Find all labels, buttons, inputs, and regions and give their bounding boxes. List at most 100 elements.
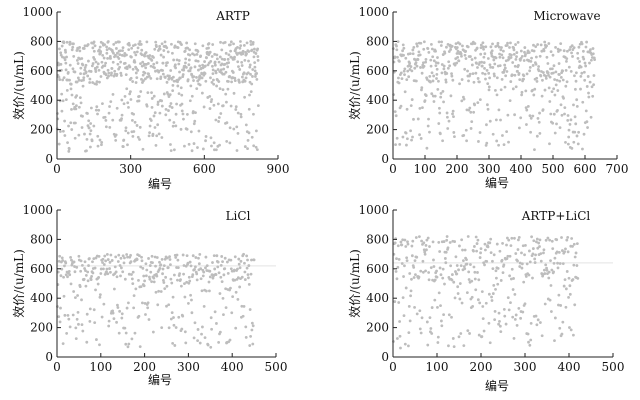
data-point	[208, 289, 211, 293]
data-point	[477, 140, 480, 143]
data-point	[150, 58, 154, 62]
data-point	[135, 76, 139, 80]
data-point	[176, 80, 179, 84]
data-point	[533, 257, 537, 261]
data-point	[115, 106, 119, 110]
data-point	[578, 60, 581, 63]
data-point	[182, 264, 186, 267]
data-point	[478, 301, 482, 305]
data-point	[94, 60, 98, 64]
data-point	[463, 53, 467, 57]
data-point	[223, 256, 227, 260]
data-point	[222, 313, 225, 317]
data-point	[516, 248, 520, 251]
data-point	[170, 42, 173, 46]
data-point	[220, 48, 224, 52]
data-point	[397, 81, 401, 85]
data-point	[256, 47, 260, 51]
data-point	[567, 128, 571, 132]
data-point	[179, 278, 182, 282]
data-point	[92, 257, 96, 261]
data-point	[542, 251, 545, 255]
data-point	[214, 118, 218, 122]
data-point	[444, 250, 448, 254]
data-point	[573, 130, 577, 134]
data-point	[60, 109, 64, 113]
data-point	[399, 240, 403, 244]
data-point	[85, 340, 89, 344]
data-point	[158, 47, 162, 51]
data-point	[64, 273, 68, 277]
data-point	[162, 55, 165, 59]
data-point	[157, 289, 161, 293]
data-point	[115, 275, 119, 279]
data-point	[116, 51, 119, 55]
data-point	[117, 57, 121, 60]
data-point	[168, 93, 172, 96]
data-point	[67, 149, 71, 153]
panel-title: ARTP	[215, 9, 250, 23]
data-point	[509, 80, 513, 83]
x-axis-label: 编号	[485, 175, 509, 190]
data-point	[76, 62, 80, 65]
data-point	[92, 40, 96, 44]
data-point	[547, 86, 551, 90]
data-point	[119, 266, 123, 270]
data-point	[482, 55, 486, 59]
data-point	[174, 326, 178, 329]
data-point	[91, 81, 95, 84]
data-point	[564, 247, 567, 251]
data-point	[140, 48, 144, 52]
data-point	[152, 94, 156, 98]
data-point	[211, 64, 214, 68]
data-point	[563, 112, 566, 116]
data-point	[240, 75, 244, 79]
data-point	[170, 77, 174, 81]
data-point	[177, 62, 181, 66]
scatter-points	[392, 235, 580, 350]
data-point	[126, 255, 129, 259]
data-point	[217, 120, 220, 123]
data-point	[503, 66, 507, 70]
data-point	[408, 52, 412, 56]
data-point	[108, 267, 111, 270]
data-point	[475, 46, 479, 50]
data-point	[453, 296, 457, 300]
data-point	[220, 280, 224, 284]
data-point	[164, 113, 168, 117]
data-point	[415, 44, 419, 48]
data-point	[505, 70, 509, 73]
data-point	[246, 147, 249, 151]
data-point	[544, 263, 548, 267]
data-point	[531, 276, 534, 280]
data-point	[217, 80, 221, 83]
data-point	[192, 75, 196, 79]
data-point	[465, 291, 469, 295]
data-point	[208, 50, 212, 54]
data-point	[183, 282, 186, 286]
data-point	[72, 42, 75, 46]
x-tick-label: 300	[119, 162, 142, 176]
data-point	[555, 122, 558, 126]
y-axis-label: 效价/(u/mL)	[347, 249, 362, 318]
data-point	[65, 40, 69, 44]
data-point	[125, 253, 129, 256]
data-point	[195, 75, 198, 79]
data-point	[517, 307, 521, 310]
data-point	[84, 284, 88, 288]
data-point	[236, 267, 239, 271]
data-point	[171, 89, 175, 93]
data-point	[485, 141, 489, 145]
data-point	[190, 94, 194, 98]
data-point	[570, 51, 573, 55]
data-point	[244, 76, 248, 80]
data-point	[435, 269, 438, 273]
data-point	[220, 57, 224, 61]
data-point	[150, 254, 154, 258]
data-point	[246, 138, 250, 142]
data-point	[481, 317, 485, 320]
data-point	[417, 50, 421, 54]
data-point	[251, 75, 254, 78]
data-point	[495, 93, 499, 97]
data-point	[466, 329, 470, 333]
